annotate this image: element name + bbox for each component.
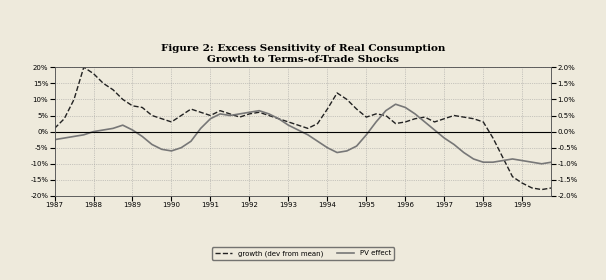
growth (dev from mean) — [51, 127, 58, 130]
growth (dev from mean) — [538, 188, 545, 191]
PV effect — [314, 140, 321, 143]
PV effect — [353, 144, 360, 148]
PV effect — [285, 123, 292, 127]
PV effect — [548, 160, 555, 164]
growth (dev from mean) — [99, 82, 107, 85]
PV effect — [90, 130, 97, 133]
growth (dev from mean) — [80, 66, 87, 69]
PV effect — [226, 114, 233, 117]
growth (dev from mean) — [363, 115, 370, 119]
PV effect — [538, 162, 545, 165]
PV effect — [373, 120, 380, 124]
growth (dev from mean) — [324, 108, 331, 111]
Line: growth (dev from mean): growth (dev from mean) — [55, 67, 551, 190]
PV effect — [392, 102, 399, 106]
growth (dev from mean) — [295, 123, 302, 127]
PV effect — [51, 138, 58, 141]
growth (dev from mean) — [236, 115, 243, 119]
Title: Figure 2: Excess Sensitivity of Real Consumption
Growth to Terms-of-Trade Shocks: Figure 2: Excess Sensitivity of Real Con… — [161, 44, 445, 64]
Line: PV effect: PV effect — [55, 104, 551, 164]
Legend: growth (dev from mean), PV effect: growth (dev from mean), PV effect — [212, 247, 394, 260]
growth (dev from mean) — [548, 186, 555, 190]
growth (dev from mean) — [382, 114, 390, 117]
